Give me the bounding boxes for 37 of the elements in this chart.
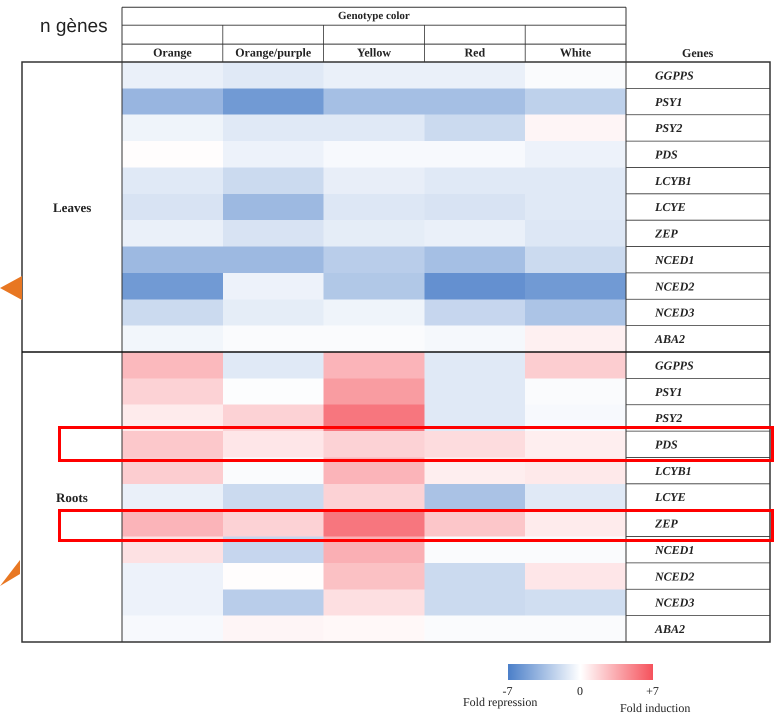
color-bar-label: +7	[646, 684, 659, 698]
y-tick-label: GGPPS	[655, 358, 694, 372]
y-tick-label: NCED1	[654, 252, 694, 267]
y-tick-label: NCED3	[654, 306, 694, 320]
y-tick-label: LCYE	[654, 490, 686, 504]
x-tick-label: White	[560, 46, 592, 60]
y-tick-label: PSY1	[655, 384, 682, 399]
y-tick-label: LCYE	[654, 200, 686, 214]
y-tick-label: NCED1	[654, 542, 694, 557]
text: Roots	[56, 490, 88, 505]
text: Genotype color	[338, 10, 410, 22]
y-tick-label: NCED3	[654, 596, 694, 610]
x-tick-label: Red	[464, 46, 486, 60]
text: Fold induction	[620, 701, 690, 715]
y-tick-label: LCYB1	[654, 464, 692, 478]
y-tick-label: PSY2	[655, 411, 682, 426]
y-tick-label: ZEP	[654, 226, 678, 241]
color-bar-label: 0	[577, 684, 583, 698]
y-tick-label: NCED2	[654, 279, 694, 294]
color-bar-label: -7	[502, 684, 512, 698]
y-tick-label: NCED2	[654, 569, 694, 584]
y-tick-label: PDS	[655, 437, 678, 452]
y-tick-label: ZEP	[654, 516, 678, 531]
text: Genes	[682, 46, 714, 60]
text: Fold repression	[463, 695, 538, 709]
y-tick-label: ABA2	[654, 332, 686, 346]
x-tick-label: Orange	[153, 46, 192, 60]
text: n gènes	[40, 16, 108, 37]
text: Leaves	[53, 200, 92, 215]
y-tick-label: GGPPS	[655, 68, 694, 82]
y-tick-label: LCYB1	[654, 174, 692, 188]
y-tick-label: PDS	[655, 147, 678, 162]
y-tick-label: PSY2	[655, 121, 682, 136]
x-tick-label: Orange/purple	[235, 46, 312, 60]
x-tick-label: Yellow	[357, 46, 392, 60]
y-tick-label: ABA2	[654, 622, 686, 636]
y-tick-label: PSY1	[655, 94, 682, 109]
